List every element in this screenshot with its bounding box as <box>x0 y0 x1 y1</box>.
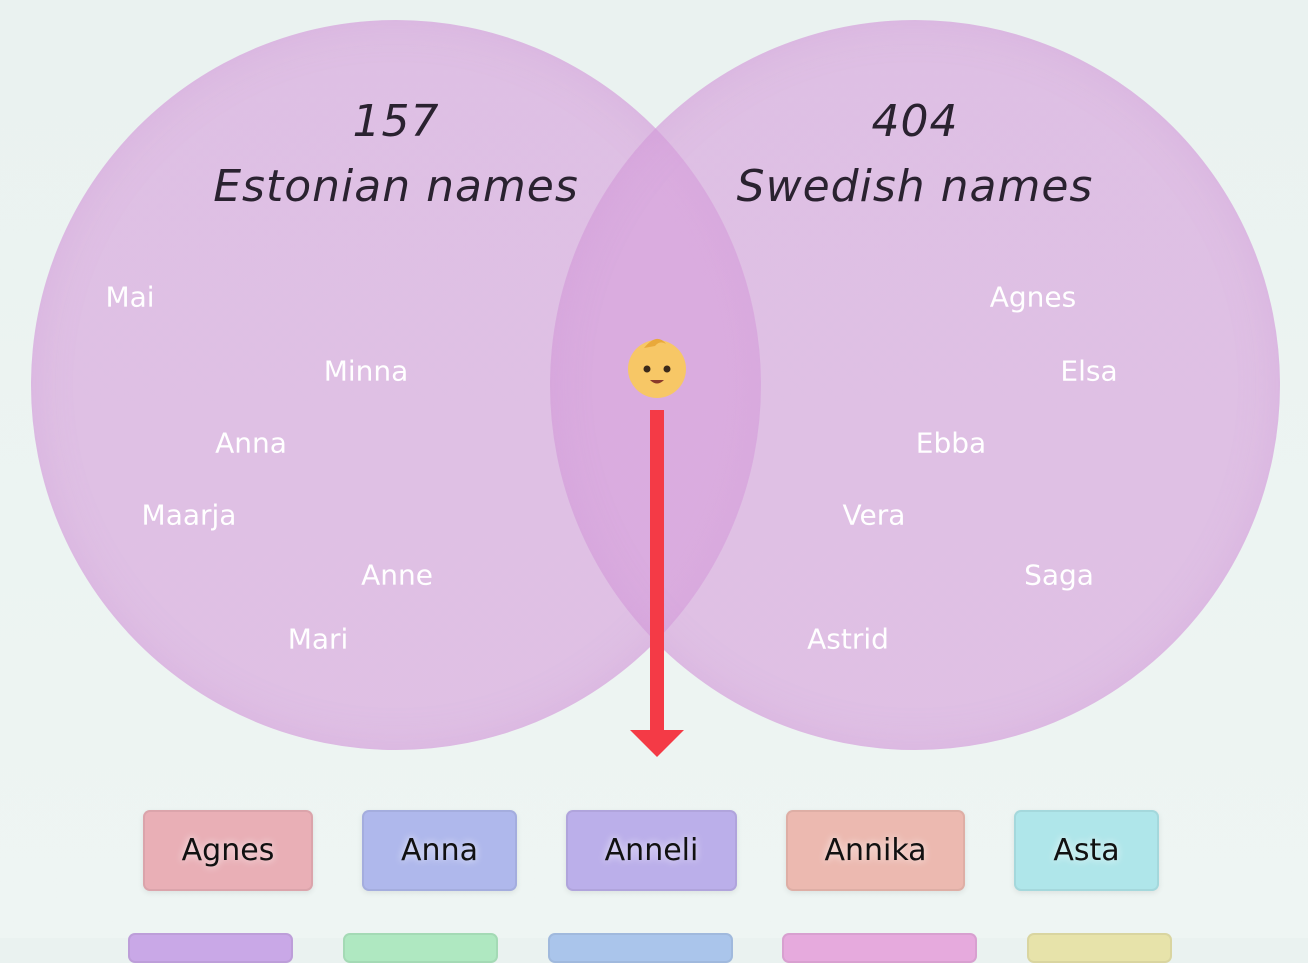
name-label: Vera <box>842 498 906 532</box>
right-label: Swedish names <box>736 161 1094 212</box>
arrow <box>630 410 684 757</box>
name-tag[interactable]: Asta <box>1014 810 1159 891</box>
name-label: Ebba <box>915 426 987 460</box>
name-label: Mari <box>287 622 349 656</box>
name-tag[interactable]: Annika <box>786 810 965 891</box>
arrow-head <box>630 730 684 757</box>
name-tag[interactable]: Anna <box>362 810 517 891</box>
left-label: Estonian names <box>213 161 579 212</box>
eye <box>643 365 651 373</box>
baby-icon <box>628 338 686 398</box>
mouth <box>650 380 664 384</box>
eye <box>663 365 671 373</box>
name-label: Mai <box>105 280 155 314</box>
name-label: Maarja <box>141 498 237 532</box>
right-count: 404 <box>871 96 959 147</box>
left-count: 157 <box>352 96 440 147</box>
curl <box>644 338 666 348</box>
name-tag[interactable]: Agnes <box>143 810 313 891</box>
name-label: Minna <box>323 354 409 388</box>
face <box>628 340 686 398</box>
name-label: Astrid <box>807 622 889 656</box>
name-tag[interactable]: Anneli <box>566 810 737 891</box>
name-label: Anna <box>215 426 287 460</box>
name-label: Anne <box>361 558 433 592</box>
name-label: Elsa <box>1060 354 1118 388</box>
arrow-shaft <box>650 410 664 732</box>
name-label: Saga <box>1024 558 1094 592</box>
name-label: Agnes <box>989 280 1077 314</box>
